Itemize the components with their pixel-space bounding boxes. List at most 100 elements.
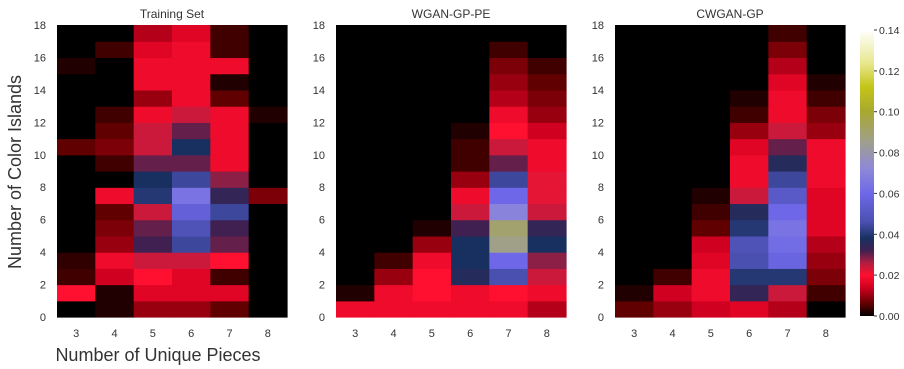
heatmap-cell (374, 187, 414, 205)
heatmap-cell (653, 300, 693, 318)
heatmap-cell (489, 122, 529, 140)
heatmap-cell (451, 219, 490, 237)
heatmap-cell (412, 25, 452, 42)
heatmap-cell (248, 25, 288, 42)
heatmap-cell (412, 57, 452, 75)
heatmap-cell (336, 187, 375, 205)
colorbar-tick-label: 0.02 (879, 270, 900, 282)
heatmap-cell (172, 203, 211, 221)
heatmap-cell (489, 171, 529, 188)
heatmap-cell (527, 284, 567, 302)
heatmap-cell (527, 268, 567, 286)
heatmap-cell (374, 252, 414, 269)
heatmap-cell (133, 252, 173, 269)
heatmap-cell (95, 219, 135, 237)
heatmap-cell (95, 41, 135, 59)
heatmap-cell (412, 154, 452, 172)
heatmap-cell (374, 300, 414, 318)
heatmap-cell (248, 154, 288, 172)
heatmap-cell (248, 138, 288, 156)
heatmap-cell (451, 41, 490, 59)
heatmap-cell (133, 25, 173, 42)
heatmap-cell (451, 268, 490, 286)
heatmap-cell (691, 73, 731, 91)
heatmap-cell (768, 171, 808, 188)
heatmap-cell (248, 187, 288, 205)
heatmap-cell (653, 41, 693, 59)
heatmap-cell (806, 138, 846, 156)
heatmap-cell (615, 154, 654, 172)
panel-title: CWGAN-GP (696, 7, 763, 21)
y-tick-label: 4 (319, 247, 325, 259)
heatmap-cell (730, 25, 769, 42)
heatmap-cell (806, 300, 846, 318)
heatmap-cell (336, 138, 375, 156)
x-tick-label: 8 (823, 328, 829, 340)
y-tick-label: 14 (34, 85, 46, 97)
heatmap-cell (730, 252, 769, 269)
y-tick-label: 2 (598, 280, 604, 292)
heatmap-cell (336, 300, 375, 318)
colorbar-tick-label: 0.06 (879, 188, 900, 200)
heatmap-cell (210, 73, 250, 91)
heatmap-cell (489, 73, 529, 91)
heatmap-cell (451, 235, 490, 253)
heatmap-cell (172, 235, 211, 253)
heatmap-cell (57, 219, 96, 237)
heatmap-cell (210, 252, 250, 269)
y-tick-label: 18 (313, 20, 325, 32)
heatmap-cell (730, 284, 769, 302)
heatmap-cell (653, 171, 693, 188)
heatmap-cell (374, 284, 414, 302)
heatmap-cell (730, 203, 769, 221)
heatmap-cell (374, 57, 414, 75)
x-tick-label: 8 (265, 328, 271, 340)
heatmap-cell (133, 235, 173, 253)
heatmap-cell (451, 122, 490, 140)
heatmap-cell (615, 171, 654, 188)
heatmap-cell (95, 57, 135, 75)
heatmap-cell (730, 300, 769, 318)
heatmap-cell (57, 57, 96, 75)
y-tick-label: 8 (40, 182, 46, 194)
heatmap-cell (730, 138, 769, 156)
heatmap-cell (489, 57, 529, 75)
y-tick-label: 12 (34, 117, 46, 129)
x-tick-label: 5 (708, 328, 714, 340)
heatmap-cell (412, 73, 452, 91)
panel-title: WGAN-GP-PE (412, 7, 491, 21)
heatmap-cell (451, 252, 490, 269)
heatmap-cell (527, 41, 567, 59)
heatmap-cell (210, 235, 250, 253)
heatmap-cell (172, 25, 211, 42)
heatmap-cell (412, 122, 452, 140)
heatmap-cell (412, 171, 452, 188)
heatmap-cell (806, 73, 846, 91)
y-tick-label: 10 (592, 150, 604, 162)
heatmap-cell (57, 252, 96, 269)
heatmap-cell (95, 138, 135, 156)
heatmap-cell (95, 284, 135, 302)
y-tick-label: 0 (319, 312, 325, 324)
heatmap-cell (336, 41, 375, 59)
heatmap-cell (527, 171, 567, 188)
heatmap-cell (210, 57, 250, 75)
heatmap-cell (768, 73, 808, 91)
heatmap-cell (615, 25, 654, 42)
heatmap-cell (806, 235, 846, 253)
heatmap-cell (489, 25, 529, 42)
heatmap-cell (806, 171, 846, 188)
heatmap-cell (374, 235, 414, 253)
y-tick-label: 2 (40, 280, 46, 292)
heatmap-cell (57, 235, 96, 253)
heatmap-cell (412, 203, 452, 221)
y-tick-label: 16 (313, 52, 325, 64)
heatmap-cell (691, 25, 731, 42)
heatmap-cell (336, 25, 375, 42)
heatmap-cell (412, 219, 452, 237)
heatmap-cell (57, 89, 96, 107)
heatmap-cell (172, 252, 211, 269)
heatmap-cell (95, 187, 135, 205)
heatmap-cell (806, 187, 846, 205)
x-tick-label: 6 (746, 328, 752, 340)
